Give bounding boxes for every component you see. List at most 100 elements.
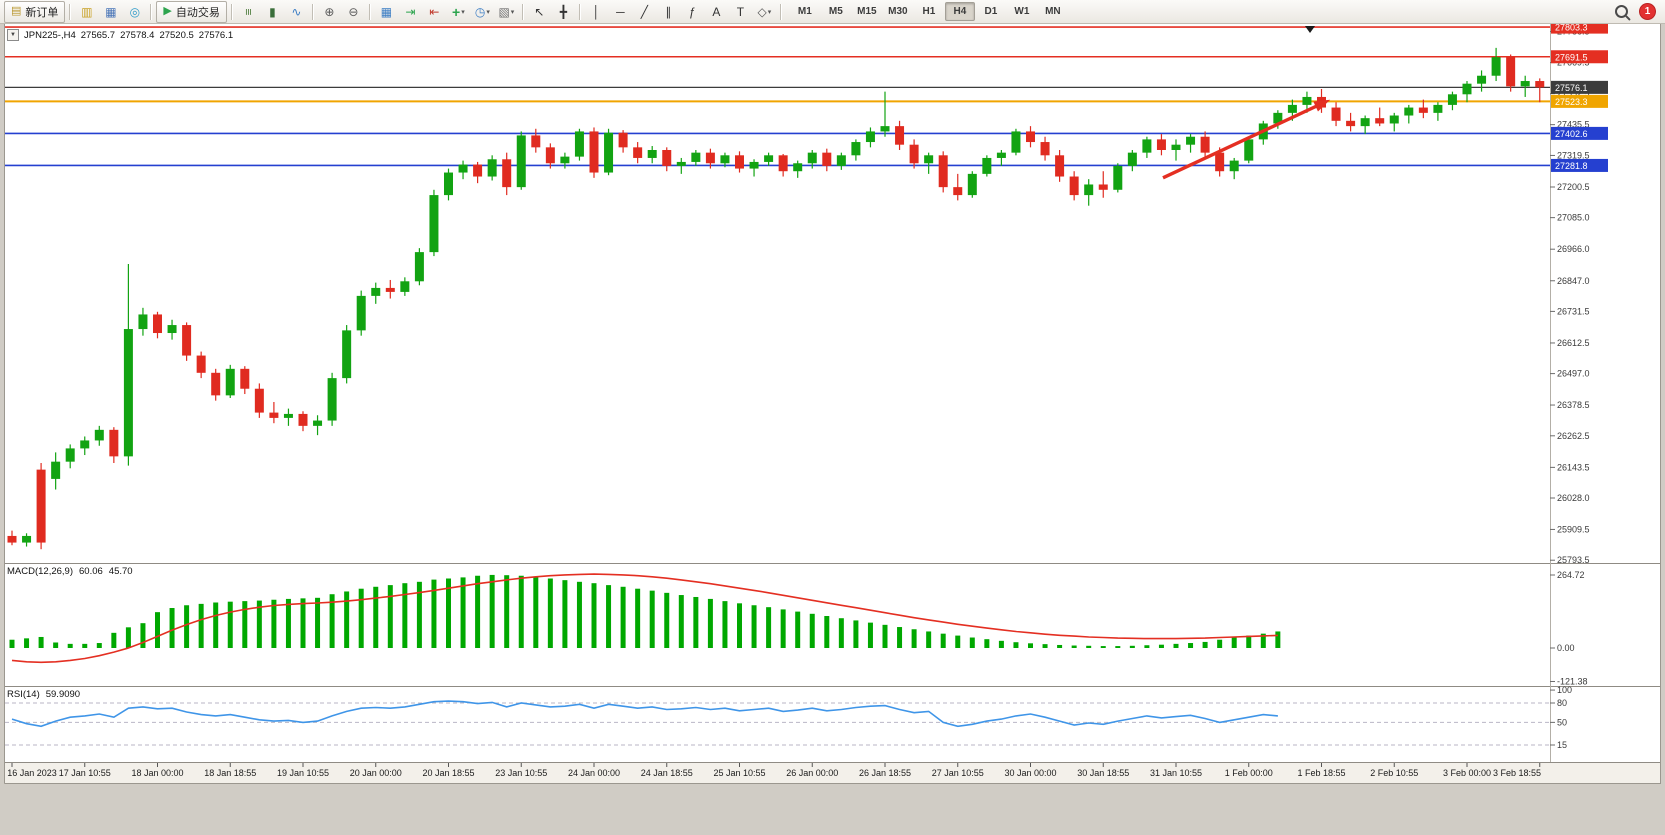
chevron-down-icon: ▾ [510, 8, 515, 16]
svg-text:26847.0: 26847.0 [1557, 276, 1590, 286]
market-watch-icon[interactable]: ▥ [75, 1, 98, 23]
templates-icon: ▧ [498, 4, 510, 19]
equidistant-channel-icon: ∥ [665, 4, 672, 19]
macd-name: MACD(12,26,9) [7, 566, 73, 577]
chevron-down-icon: ▾ [461, 8, 465, 16]
add-indicator-icon[interactable]: + ▾ [447, 1, 470, 23]
zoom-out-icon: ⊖ [348, 4, 359, 19]
svg-text:3 Feb 18:55: 3 Feb 18:55 [1493, 768, 1541, 778]
add-indicator-icon: + [452, 3, 461, 20]
new-order-icon: ▤ [11, 5, 22, 17]
svg-text:26262.5: 26262.5 [1557, 431, 1590, 441]
timeframe-m15[interactable]: M15 [857, 6, 877, 17]
toolbar-separator [69, 3, 72, 20]
data-window-icon[interactable]: ▦ [99, 1, 122, 23]
bar-chart-icon[interactable]: ≡ [237, 1, 260, 23]
svg-text:0.00: 0.00 [1557, 643, 1575, 653]
text-label-icon[interactable]: T [729, 1, 752, 23]
svg-text:20 Jan 00:00: 20 Jan 00:00 [350, 768, 402, 778]
crosshair-icon[interactable]: ╋ [552, 1, 575, 23]
trend-arrow[interactable] [1162, 99, 1331, 180]
svg-text:-121.38: -121.38 [1557, 676, 1588, 686]
rsi-layer [5, 700, 1550, 746]
macd-indicator-label: MACD(12,26,9) 60.06 45.70 [7, 566, 133, 577]
timeframe-h1[interactable]: H1 [922, 6, 936, 17]
trendline-icon: ╱ [640, 4, 648, 19]
templates-icon[interactable]: ▧ ▾ [495, 1, 518, 23]
zoom-in-icon[interactable]: ⊕ [318, 1, 341, 23]
fibonacci-icon[interactable]: ƒ [681, 1, 704, 23]
svg-text:26 Jan 00:00: 26 Jan 00:00 [786, 768, 838, 778]
price-badges: 27803.3 27691.5 27576.1 27523.3 27402.6 27281… [1551, 20, 1608, 172]
toolbar-separator [150, 3, 153, 20]
trendline-icon[interactable]: ╱ [633, 1, 656, 23]
horizontal-line-icon[interactable]: ─ [609, 1, 632, 23]
svg-text:26378.5: 26378.5 [1557, 400, 1590, 410]
timeframe-mn[interactable]: MN [1045, 6, 1061, 17]
timeframe-d1[interactable]: D1 [984, 6, 998, 17]
candlestick-chart-icon[interactable]: ▮ [261, 1, 284, 23]
bar-chart-icon: ≡ [241, 7, 256, 16]
svg-text:27085.0: 27085.0 [1557, 213, 1590, 223]
line-chart-icon: ∿ [291, 4, 302, 19]
svg-text:15: 15 [1557, 740, 1567, 750]
timeframe-m1[interactable]: M1 [797, 6, 812, 17]
arrows-tool-icon[interactable]: ◇ ▾ [753, 1, 776, 23]
text-icon[interactable]: A [705, 1, 728, 23]
navigator-icon[interactable]: ◎ [123, 1, 146, 23]
svg-text:25793.5: 25793.5 [1557, 555, 1590, 565]
search-icon[interactable] [1615, 5, 1628, 18]
periods-icon[interactable]: ◷ ▾ [471, 1, 494, 23]
autotrading-button-label: 自动交易 [175, 6, 220, 19]
data-window-icon: ▦ [105, 4, 117, 19]
svg-text:18 Jan 18:55: 18 Jan 18:55 [204, 768, 256, 778]
toolbar-right: 1 [1615, 4, 1661, 19]
svg-text:27576.1: 27576.1 [1555, 83, 1588, 93]
cursor-icon: ↖ [534, 4, 545, 19]
zoom-in-icon: ⊕ [324, 4, 335, 19]
rsi-line [11, 700, 1278, 728]
vertical-line-icon[interactable]: │ [585, 1, 608, 23]
timeframe-w1[interactable]: W1 [1014, 6, 1030, 17]
svg-text:19 Jan 10:55: 19 Jan 10:55 [277, 768, 329, 778]
ohlc-close: 27576.1 [198, 29, 234, 41]
timeframe-h4[interactable]: H4 [944, 2, 975, 21]
line-chart-icon[interactable]: ∿ [285, 1, 308, 23]
rsi-indicator-label: RSI(14) 59.9090 [7, 689, 80, 700]
rsi-value: 59.9090 [45, 689, 81, 700]
svg-text:26028.0: 26028.0 [1557, 493, 1590, 503]
navigator-icon: ◎ [129, 4, 141, 19]
timeframe-m5[interactable]: M5 [828, 6, 843, 17]
macd-layer [9, 573, 1281, 664]
timeframe-m30[interactable]: M30 [888, 6, 908, 17]
equidistant-channel-icon[interactable]: ∥ [657, 1, 680, 23]
market-watch-icon: ▥ [81, 4, 93, 19]
crosshair-icon: ╋ [559, 4, 567, 19]
new-order-button[interactable]: ▤ 新订单 [4, 0, 66, 23]
cursor-icon[interactable]: ↖ [528, 1, 551, 23]
macd-main-value: 60.06 [79, 566, 103, 577]
candles-layer [7, 47, 1545, 550]
svg-text:30 Jan 00:00: 30 Jan 00:00 [1004, 768, 1056, 778]
svg-text:264.72: 264.72 [1557, 570, 1585, 580]
chevron-down-icon: ▾ [767, 8, 772, 16]
rsi-name: RSI(14) [7, 689, 40, 700]
chart-shift-icon[interactable]: ⇤ [423, 1, 446, 23]
tile-windows-icon[interactable]: ▦ [375, 1, 398, 23]
svg-text:27435.5: 27435.5 [1557, 120, 1590, 130]
autoscroll-icon[interactable]: ⇥ [399, 1, 422, 23]
svg-text:17 Jan 10:55: 17 Jan 10:55 [59, 768, 111, 778]
time-axis: 16 Jan 2023 17 Jan 10:55 18 Jan 00:00 18 Ja… [7, 763, 1541, 778]
zoom-out-icon[interactable]: ⊖ [342, 1, 365, 23]
autotrading-button[interactable]: ▶ 自动交易 [156, 0, 227, 23]
periods-icon: ◷ [474, 4, 486, 19]
svg-text:2 Feb 10:55: 2 Feb 10:55 [1370, 768, 1418, 778]
chart-shift-icon: ⇤ [429, 4, 440, 19]
svg-text:24 Jan 00:00: 24 Jan 00:00 [568, 768, 620, 778]
collapse-chart-icon[interactable]: ▼ [7, 29, 19, 41]
toolbar: ▤ 新订单 ▥ ▦ ◎ ▶ 自动交易 ≡ ▮ ∿ ⊕ ⊖ ▦ ⇥ ⇤ + ▾ ◷ ▾ ▧ ▾ ↖ ╋ │ ─ ╱ ∥ ƒ A T ◇ ▾ M1… [0, 0, 1665, 24]
notification-badge[interactable]: 1 [1640, 4, 1655, 19]
candlestick-chart-icon: ▮ [269, 4, 276, 19]
toolbar-separator [368, 3, 371, 20]
